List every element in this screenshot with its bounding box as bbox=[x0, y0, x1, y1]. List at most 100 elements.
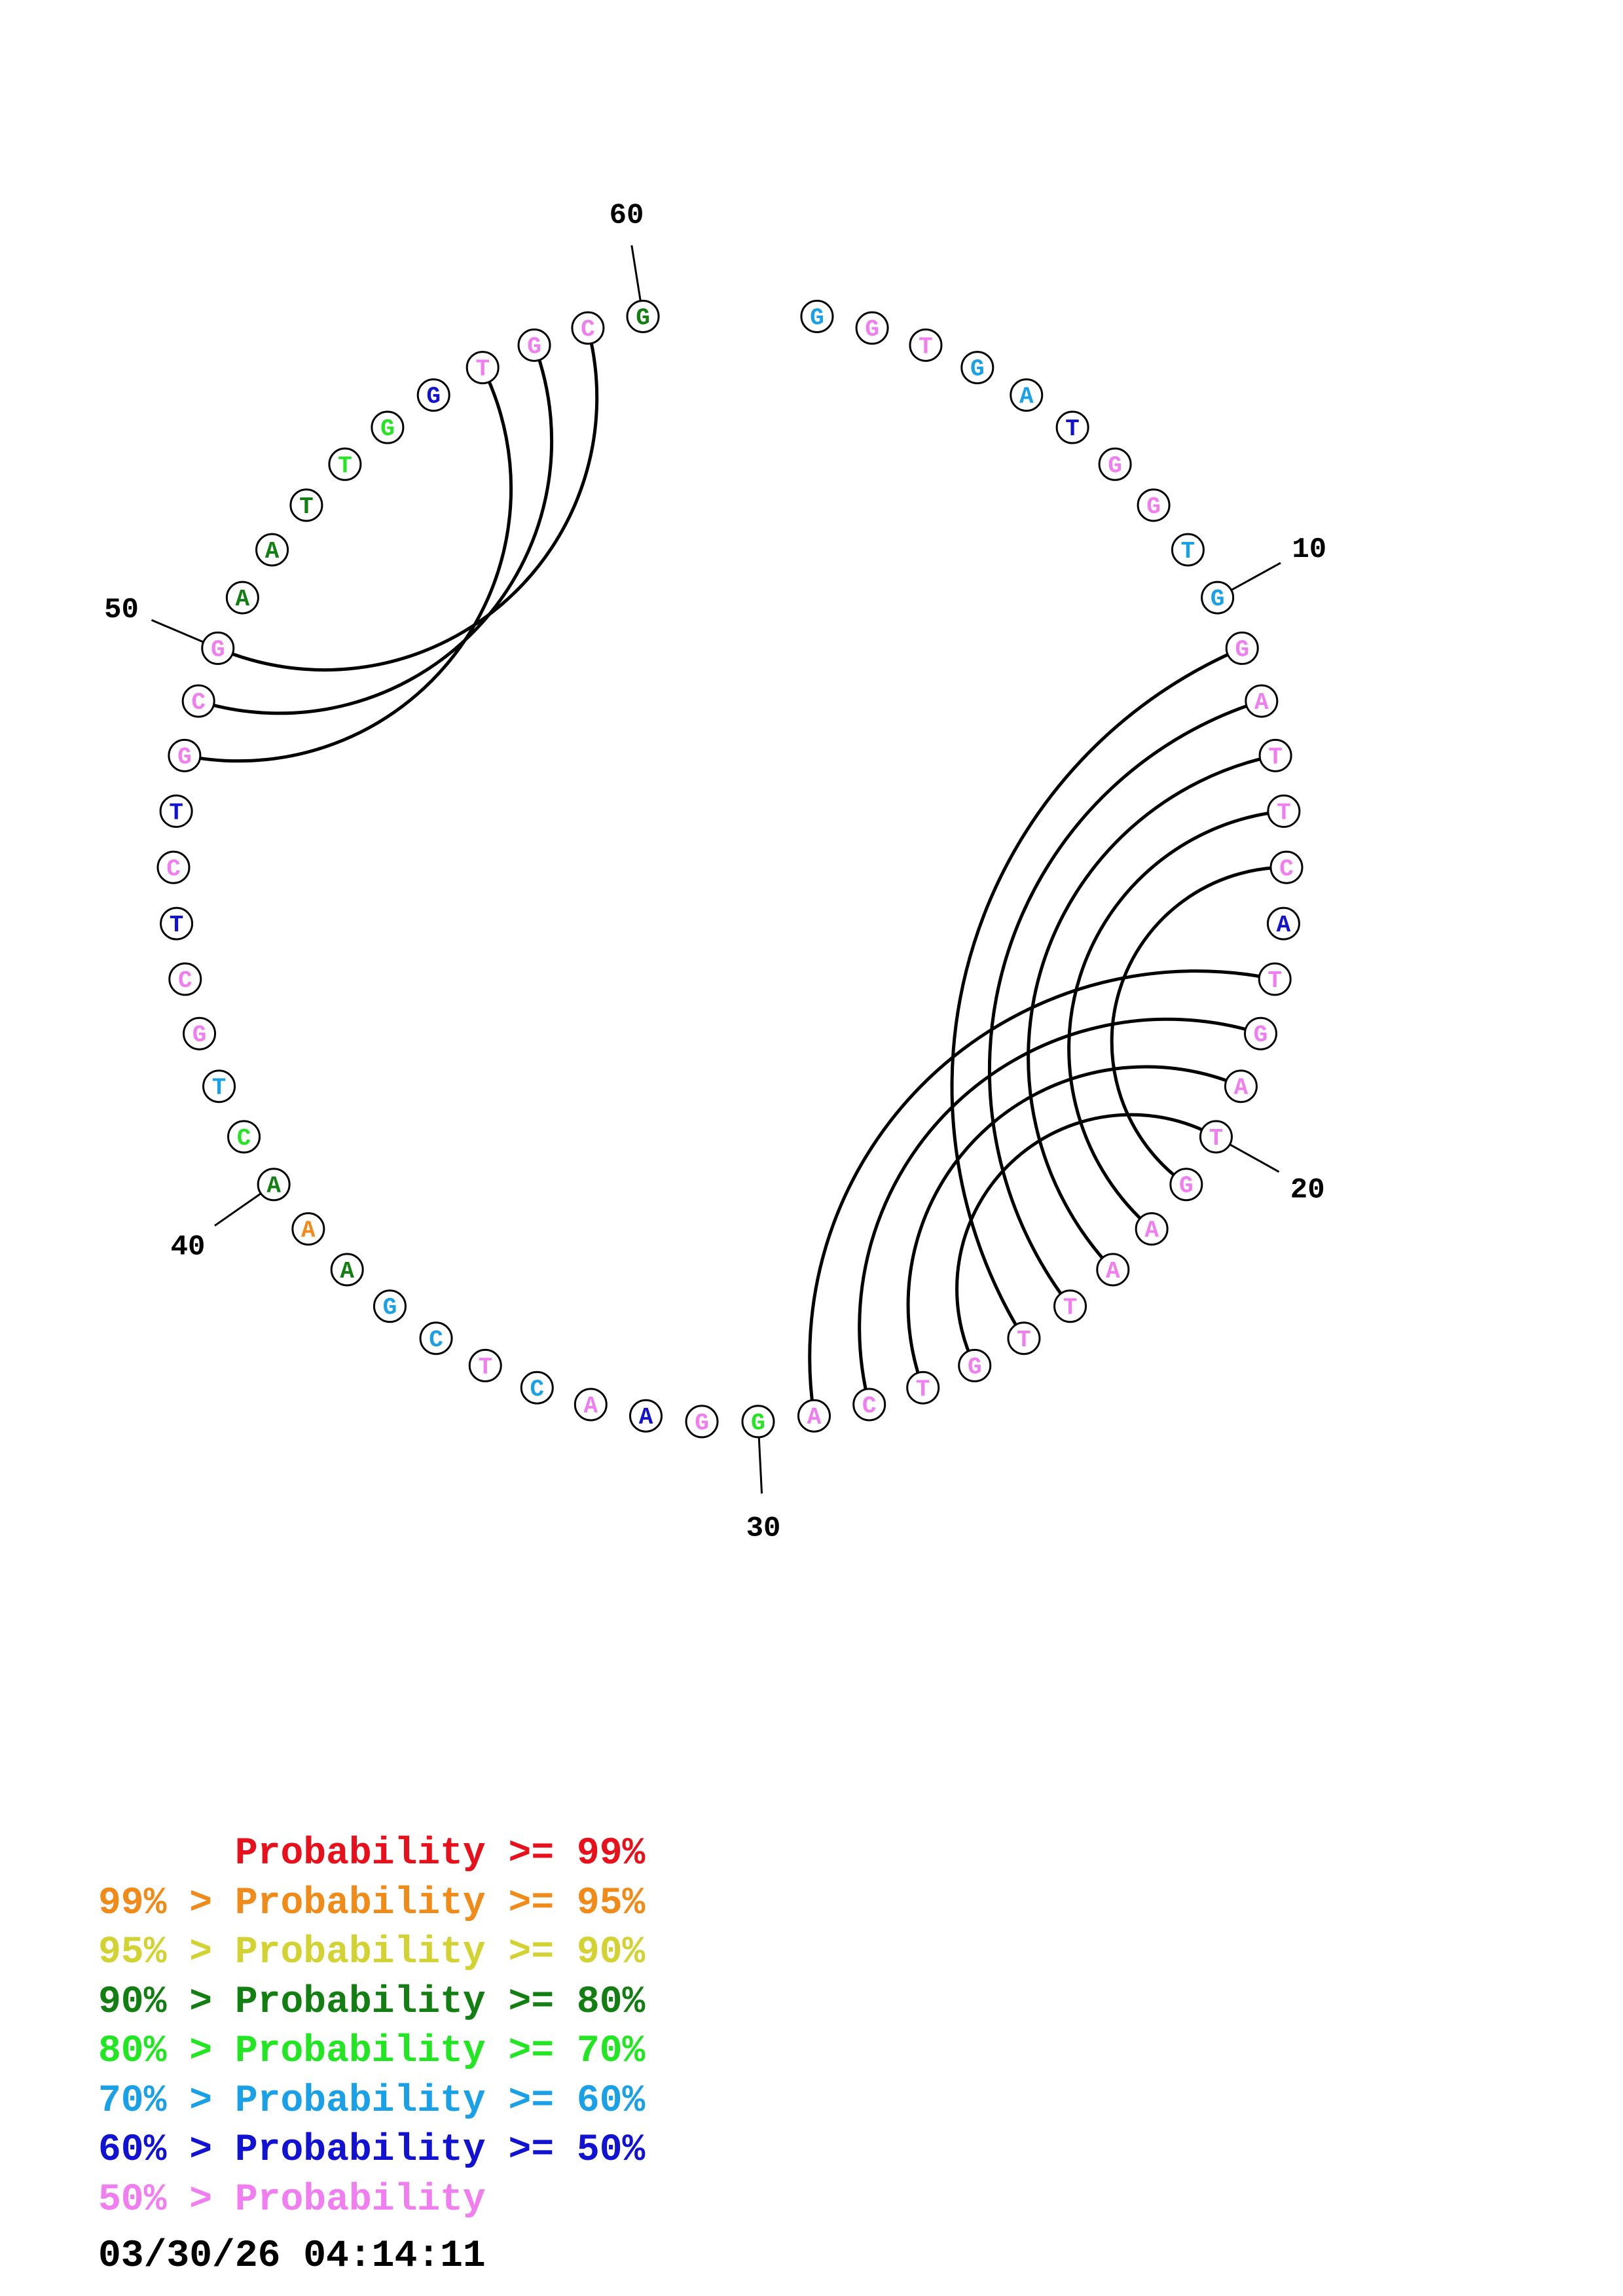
legend-prefix bbox=[98, 1833, 235, 1875]
base-circle-35 bbox=[468, 1348, 502, 1382]
base-letter-23: A bbox=[1106, 1258, 1120, 1285]
base-circle-51 bbox=[225, 581, 259, 615]
base-circle-46 bbox=[156, 850, 191, 884]
pair-arc-48-57 bbox=[184, 367, 513, 763]
base-letter-4: G bbox=[970, 356, 985, 383]
base-circle-12 bbox=[1245, 684, 1279, 718]
base-letter-47: T bbox=[169, 799, 183, 826]
pair-arc-20-26 bbox=[955, 1113, 1217, 1367]
base-circle-42 bbox=[202, 1069, 236, 1103]
base-49: C bbox=[181, 684, 215, 718]
base-4: G bbox=[960, 351, 994, 385]
base-circle-8 bbox=[1137, 488, 1171, 522]
base-13: T bbox=[1258, 738, 1292, 772]
base-circle-37 bbox=[373, 1289, 407, 1323]
position-label-30: 30 bbox=[746, 1513, 781, 1545]
base-letter-9: T bbox=[1181, 538, 1195, 565]
base-letter-39: A bbox=[301, 1217, 316, 1244]
base-50: G bbox=[201, 631, 235, 665]
base-circle-14 bbox=[1267, 794, 1301, 828]
pair-arc-17-29 bbox=[808, 969, 1275, 1416]
base-39: A bbox=[291, 1212, 325, 1246]
base-circle-41 bbox=[227, 1120, 261, 1154]
base-letter-55: G bbox=[380, 416, 395, 442]
legend-prefix: 90% > bbox=[98, 1981, 235, 2024]
base-circle-29 bbox=[797, 1399, 831, 1433]
base-circle-22 bbox=[1135, 1212, 1169, 1246]
base-letter-38: A bbox=[340, 1258, 354, 1285]
base-letter-3: T bbox=[919, 333, 933, 360]
base-letter-51: A bbox=[236, 586, 250, 613]
base-circle-30 bbox=[741, 1405, 775, 1439]
base-letter-33: A bbox=[583, 1393, 598, 1420]
base-letter-52: A bbox=[265, 538, 280, 565]
base-8: G bbox=[1137, 488, 1171, 522]
timestamp: 03/30/26 04:14:11 bbox=[98, 2235, 486, 2278]
base-letter-14: T bbox=[1277, 799, 1291, 826]
base-7: G bbox=[1098, 447, 1132, 481]
base-circle-58 bbox=[517, 328, 551, 362]
position-leader-60 bbox=[630, 245, 642, 301]
base-circle-28 bbox=[852, 1388, 886, 1422]
legend-row-8: 50% > Probability bbox=[98, 2176, 645, 2225]
base-circle-43 bbox=[183, 1016, 217, 1050]
base-letter-19: A bbox=[1234, 1075, 1249, 1102]
base-circle-6 bbox=[1055, 410, 1089, 444]
position-label-60: 60 bbox=[610, 199, 644, 232]
base-circle-24 bbox=[1053, 1289, 1087, 1323]
position-label-20: 20 bbox=[1290, 1174, 1325, 1207]
base-15: C bbox=[1269, 850, 1304, 884]
base-14: T bbox=[1267, 794, 1301, 828]
base-circle-50 bbox=[201, 631, 235, 665]
base-42: T bbox=[202, 1069, 236, 1103]
base-circle-21 bbox=[1169, 1168, 1203, 1202]
base-letter-15: C bbox=[1279, 855, 1294, 882]
base-9: T bbox=[1171, 533, 1205, 567]
legend-label: Probability >= 99% bbox=[234, 1833, 646, 1875]
base-letter-32: A bbox=[639, 1404, 653, 1431]
legend-label: Probability >= 60% bbox=[234, 2079, 646, 2123]
base-circle-40 bbox=[257, 1168, 291, 1202]
base-circle-34 bbox=[520, 1371, 554, 1405]
legend-prefix: 99% > bbox=[98, 1882, 235, 1925]
pair-arc-15-21 bbox=[1110, 865, 1287, 1186]
base-letter-53: T bbox=[299, 493, 314, 520]
base-letter-41: C bbox=[237, 1125, 251, 1152]
legend-row-7: 60% > Probability >= 50% bbox=[98, 2126, 645, 2176]
base-letter-60: G bbox=[636, 304, 650, 331]
base-circle-44 bbox=[168, 962, 202, 996]
base-43: G bbox=[183, 1016, 217, 1050]
base-letter-37: G bbox=[383, 1295, 397, 1321]
legend-row-4: 90% > Probability >= 80% bbox=[98, 1978, 645, 2028]
base-letter-16: A bbox=[1277, 912, 1291, 939]
base-circle-4 bbox=[960, 351, 994, 385]
base-circle-26 bbox=[958, 1348, 992, 1382]
position-labels: 10 20 30 40 50 60 bbox=[104, 199, 1326, 1545]
base-33: A bbox=[574, 1388, 608, 1422]
base-letter-42: T bbox=[212, 1075, 227, 1102]
base-47: T bbox=[159, 794, 193, 828]
base-35: T bbox=[468, 1348, 502, 1382]
base-letter-7: G bbox=[1108, 452, 1122, 479]
base-circle-10 bbox=[1201, 581, 1235, 615]
base-2: G bbox=[855, 311, 889, 345]
base-pair-arcs bbox=[184, 327, 1287, 1416]
legend-row-1: Probability >= 99% bbox=[98, 1829, 646, 1879]
base-46: C bbox=[156, 850, 191, 884]
base-letter-24: T bbox=[1063, 1295, 1078, 1321]
base-letter-21: G bbox=[1179, 1173, 1194, 1200]
base-circle-5 bbox=[1010, 378, 1044, 412]
base-circle-20 bbox=[1199, 1120, 1233, 1154]
position-label-50: 50 bbox=[104, 594, 139, 626]
base-letter-29: A bbox=[807, 1404, 822, 1431]
base-letter-8: G bbox=[1146, 493, 1161, 520]
base-circle-56 bbox=[416, 378, 450, 412]
base-17: T bbox=[1258, 962, 1292, 996]
base-20: T bbox=[1199, 1120, 1233, 1154]
legend-label: Probability >= 95% bbox=[234, 1882, 646, 1925]
base-letter-25: T bbox=[1017, 1327, 1031, 1354]
base-circle-48 bbox=[168, 738, 202, 772]
base-letter-43: G bbox=[192, 1022, 207, 1049]
base-letter-36: C bbox=[429, 1327, 443, 1354]
base-circle-33 bbox=[574, 1388, 608, 1422]
